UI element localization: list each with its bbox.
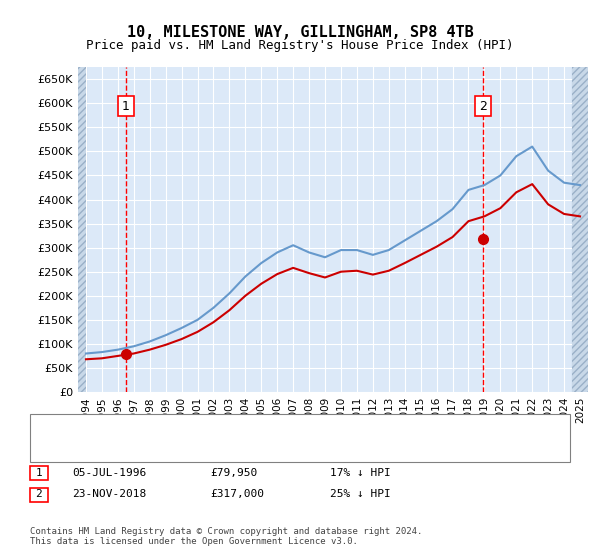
Text: Contains HM Land Registry data © Crown copyright and database right 2024.
This d: Contains HM Land Registry data © Crown c… bbox=[30, 526, 422, 546]
Text: £79,950: £79,950 bbox=[210, 468, 257, 478]
Text: 1: 1 bbox=[35, 468, 43, 478]
Text: Price paid vs. HM Land Registry's House Price Index (HPI): Price paid vs. HM Land Registry's House … bbox=[86, 39, 514, 52]
Text: HPI: Average price, detached house, Dorset: HPI: Average price, detached house, Dors… bbox=[78, 444, 341, 454]
Bar bbox=[78, 67, 86, 392]
Text: 25% ↓ HPI: 25% ↓ HPI bbox=[330, 489, 391, 500]
Bar bbox=[572, 67, 588, 392]
Text: £317,000: £317,000 bbox=[210, 489, 264, 500]
Text: 1: 1 bbox=[122, 100, 130, 113]
Text: 10, MILESTONE WAY, GILLINGHAM, SP8 4TB: 10, MILESTONE WAY, GILLINGHAM, SP8 4TB bbox=[127, 25, 473, 40]
Text: 10, MILESTONE WAY, GILLINGHAM, SP8 4TB (detached house): 10, MILESTONE WAY, GILLINGHAM, SP8 4TB (… bbox=[78, 423, 422, 433]
Text: 2: 2 bbox=[35, 489, 43, 500]
Bar bbox=[572, 67, 588, 392]
Bar bbox=[78, 67, 86, 392]
Text: 2: 2 bbox=[479, 100, 487, 113]
Text: 05-JUL-1996: 05-JUL-1996 bbox=[72, 468, 146, 478]
Text: 17% ↓ HPI: 17% ↓ HPI bbox=[330, 468, 391, 478]
Text: 23-NOV-2018: 23-NOV-2018 bbox=[72, 489, 146, 500]
